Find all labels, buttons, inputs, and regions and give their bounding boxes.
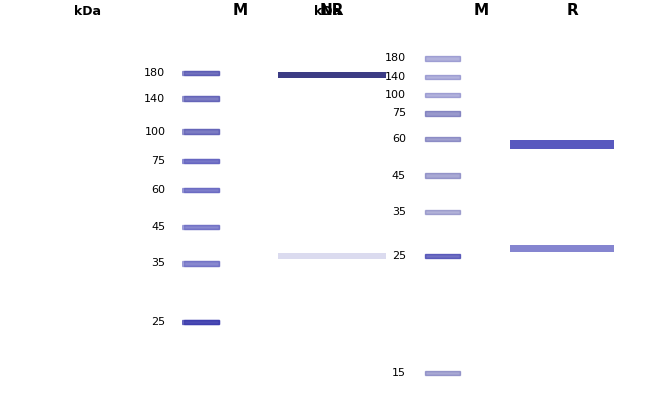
FancyArrow shape xyxy=(182,71,220,75)
FancyArrow shape xyxy=(182,261,220,265)
Text: 180: 180 xyxy=(385,53,406,63)
Bar xyxy=(278,253,386,259)
Text: 140: 140 xyxy=(385,72,406,82)
FancyArrow shape xyxy=(182,320,220,324)
Text: 35: 35 xyxy=(151,258,165,268)
Bar xyxy=(424,173,460,178)
Bar xyxy=(184,225,220,229)
Bar xyxy=(278,72,386,78)
Bar xyxy=(184,261,220,265)
FancyArrow shape xyxy=(182,188,220,192)
FancyArrow shape xyxy=(182,97,220,101)
Bar xyxy=(184,320,220,324)
Bar xyxy=(424,254,460,258)
Text: 75: 75 xyxy=(151,156,165,166)
Bar xyxy=(184,71,220,75)
FancyArrow shape xyxy=(182,129,220,134)
Bar xyxy=(424,74,460,79)
Text: 100: 100 xyxy=(144,126,165,136)
Text: 100: 100 xyxy=(385,90,406,100)
Bar xyxy=(184,129,220,134)
Text: 60: 60 xyxy=(151,185,165,195)
Text: 180: 180 xyxy=(144,68,165,78)
Text: 45: 45 xyxy=(151,222,165,232)
Text: 35: 35 xyxy=(392,207,406,217)
Text: NR: NR xyxy=(320,3,344,18)
Bar xyxy=(510,245,614,253)
Text: 25: 25 xyxy=(392,251,406,261)
Text: 75: 75 xyxy=(392,108,406,118)
Bar xyxy=(184,188,220,192)
FancyArrow shape xyxy=(182,159,220,163)
Text: M: M xyxy=(473,3,488,18)
Bar xyxy=(424,371,460,375)
FancyArrow shape xyxy=(182,225,220,229)
Text: 45: 45 xyxy=(392,171,406,181)
Text: 25: 25 xyxy=(151,317,165,327)
Text: 140: 140 xyxy=(144,94,165,104)
Text: kDa: kDa xyxy=(74,5,101,18)
Bar xyxy=(424,210,460,214)
Bar xyxy=(510,140,614,149)
Text: 60: 60 xyxy=(392,134,406,144)
Text: M: M xyxy=(233,3,248,18)
Bar xyxy=(424,137,460,141)
Text: 15: 15 xyxy=(392,368,406,378)
Text: R: R xyxy=(566,3,578,18)
Bar xyxy=(424,111,460,116)
Bar xyxy=(184,159,220,163)
Bar xyxy=(184,97,220,101)
Text: kDa: kDa xyxy=(315,5,341,18)
Bar xyxy=(424,93,460,97)
Bar xyxy=(424,56,460,61)
